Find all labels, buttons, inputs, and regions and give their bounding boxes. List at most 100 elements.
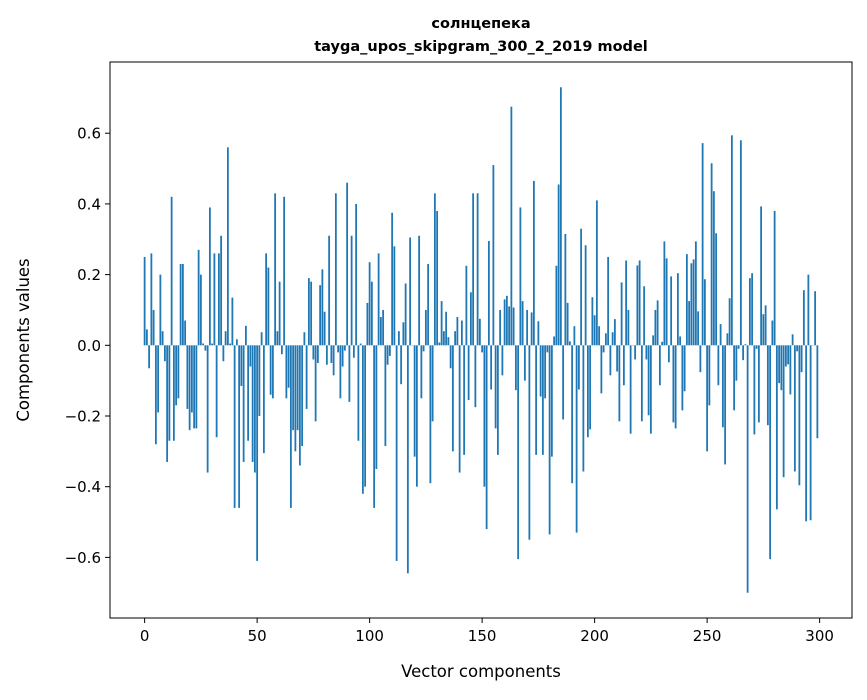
bar — [355, 204, 357, 345]
bar — [769, 345, 771, 559]
bar — [630, 345, 632, 433]
bar — [173, 345, 175, 440]
bar — [267, 268, 269, 346]
bar — [236, 339, 238, 345]
bar — [317, 345, 319, 363]
bar — [495, 345, 497, 428]
bar — [652, 335, 654, 345]
bar — [724, 345, 726, 464]
bar — [589, 345, 591, 429]
bar — [256, 345, 258, 561]
bar — [641, 345, 643, 421]
bar — [783, 345, 785, 477]
x-tick-label: 300 — [805, 627, 834, 645]
bar — [483, 345, 485, 486]
bar — [423, 345, 425, 351]
bar — [330, 345, 332, 363]
bar — [436, 211, 438, 345]
bar — [189, 345, 191, 430]
bar — [571, 345, 573, 483]
bar — [717, 345, 719, 385]
bar — [369, 262, 371, 345]
bar — [222, 345, 224, 361]
bar — [364, 345, 366, 486]
bar — [418, 236, 420, 346]
bar — [693, 259, 695, 345]
bar — [616, 345, 618, 371]
bar — [270, 345, 272, 394]
bar — [414, 345, 416, 456]
bar — [585, 245, 587, 345]
bar — [639, 260, 641, 345]
bar — [186, 345, 188, 409]
bar — [801, 345, 803, 372]
bar — [472, 193, 474, 345]
bar — [445, 312, 447, 346]
bar — [207, 345, 209, 472]
bar — [209, 207, 211, 345]
bar — [706, 345, 708, 451]
bar — [283, 197, 285, 345]
bar — [459, 345, 461, 472]
bar — [531, 312, 533, 345]
bar — [272, 345, 274, 398]
bar — [762, 314, 764, 345]
bar — [576, 345, 578, 532]
bar — [794, 345, 796, 471]
bar — [742, 345, 744, 360]
bar — [218, 253, 220, 345]
bar — [810, 345, 812, 520]
y-axis-label: Components values — [14, 258, 33, 421]
bar — [434, 193, 436, 345]
x-tick-label: 150 — [468, 627, 497, 645]
bar — [326, 345, 328, 364]
bar — [670, 276, 672, 345]
bar — [657, 300, 659, 345]
bar — [695, 241, 697, 345]
bar — [409, 237, 411, 345]
bar — [274, 193, 276, 345]
bar — [312, 345, 314, 359]
bar — [492, 165, 494, 345]
bar — [303, 332, 305, 345]
bar — [195, 345, 197, 428]
bar — [348, 345, 350, 402]
bar — [816, 345, 818, 438]
bar — [625, 260, 627, 345]
bar — [245, 326, 247, 345]
bar — [767, 345, 769, 425]
bar — [587, 345, 589, 437]
bar — [225, 331, 227, 345]
bar — [519, 207, 521, 345]
bar — [796, 345, 798, 351]
bar — [596, 200, 598, 345]
bar — [740, 140, 742, 345]
bar — [400, 345, 402, 384]
bar — [234, 345, 236, 508]
bar — [688, 301, 690, 345]
bar — [164, 345, 166, 361]
bar — [306, 345, 308, 409]
bar — [402, 322, 404, 345]
bar — [666, 258, 668, 345]
bar — [454, 331, 456, 345]
bar — [722, 345, 724, 427]
bar — [405, 283, 407, 345]
bar — [650, 345, 652, 433]
bar — [558, 184, 560, 345]
bar — [713, 191, 715, 345]
bar — [747, 345, 749, 592]
bar — [351, 236, 353, 346]
bar — [319, 285, 321, 345]
bar — [504, 299, 506, 345]
bar — [582, 345, 584, 471]
chart-title-line-2: tayga_upos_skipgram_300_2_2019 model — [314, 39, 648, 55]
bar — [468, 345, 470, 400]
bar — [193, 345, 195, 428]
bar — [177, 345, 179, 398]
bar — [663, 241, 665, 345]
bar — [337, 345, 339, 352]
bar — [533, 181, 535, 345]
y-tick-label: 0.6 — [77, 125, 101, 143]
bar — [159, 275, 161, 346]
